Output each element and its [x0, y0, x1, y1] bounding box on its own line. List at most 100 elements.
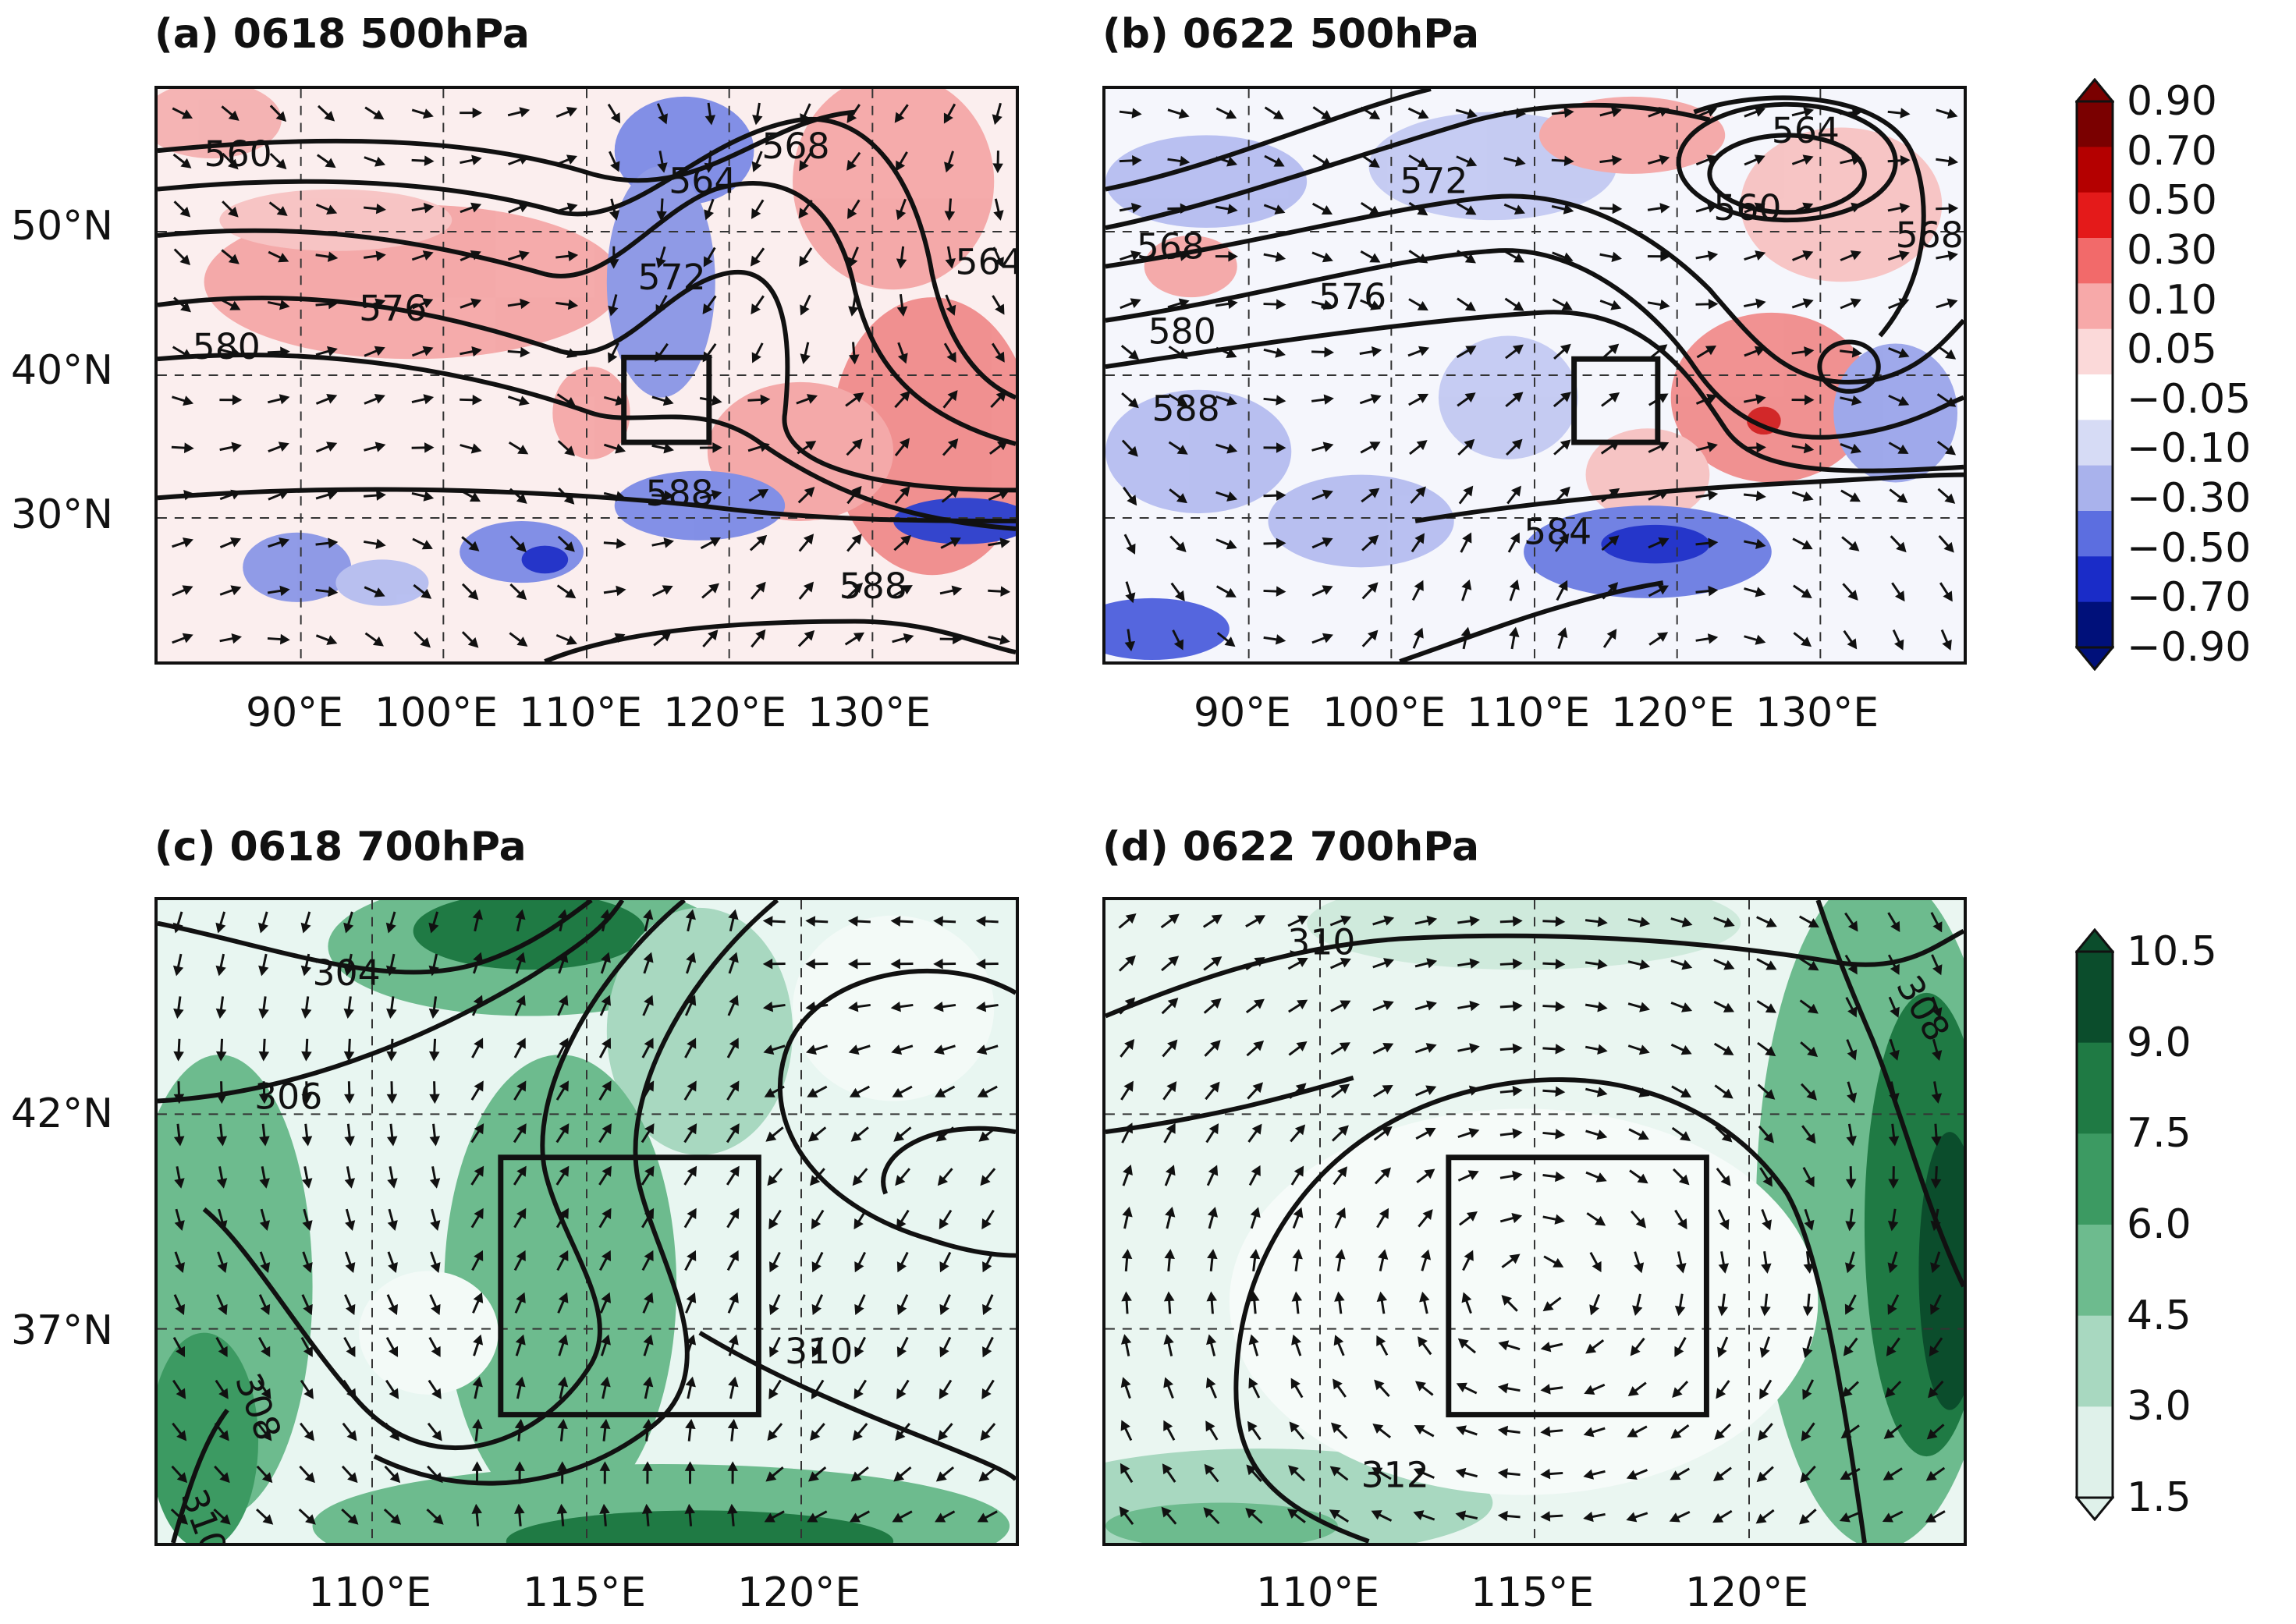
wind-vector-head	[643, 909, 654, 920]
wind-vector-head	[474, 1207, 484, 1219]
wind-vector-head	[1121, 1249, 1133, 1259]
wind-vector-head	[949, 488, 960, 498]
wind-vector-head	[1511, 1213, 1523, 1224]
wind-vector-head	[702, 351, 713, 363]
wind-vector-head	[217, 1262, 228, 1274]
wind-vector-head	[1805, 1133, 1816, 1144]
wind-vector-head	[230, 489, 242, 500]
wind-vector-head	[429, 1094, 440, 1105]
wind-vector-head	[302, 1220, 313, 1231]
wind-vector-head	[1846, 1135, 1857, 1147]
wind-vector-head	[1176, 396, 1188, 407]
wind-vector-head	[1224, 636, 1236, 647]
wind-vector-head	[343, 922, 354, 934]
wind-vector-head	[1167, 1039, 1178, 1051]
wind-vector-head	[1468, 1085, 1480, 1096]
panel-d-xtick: 120°E	[1685, 1569, 1809, 1616]
wind-vector-head	[1563, 107, 1574, 119]
wind-vector-head	[1638, 1087, 1650, 1097]
wind-vector-head	[854, 1346, 864, 1358]
wind-vector-head	[728, 1334, 739, 1346]
wind-vector-head	[1338, 1125, 1349, 1136]
wind-vector-head	[981, 1388, 992, 1399]
wind-vector-head	[644, 1250, 654, 1261]
colorbar-tick-label: 9.0	[2127, 1019, 2191, 1066]
wind-vector-head	[1322, 300, 1334, 310]
wind-vector-head	[896, 1261, 907, 1273]
wind-vector-head	[1367, 629, 1379, 641]
wind-vector-head	[686, 952, 697, 963]
wind-vector-head	[1674, 1346, 1684, 1357]
wind-vector-head	[1368, 158, 1380, 168]
wind-vector-head	[1206, 1334, 1217, 1346]
wind-vector-head	[1555, 916, 1566, 927]
colorbar-tick-label: −0.50	[2127, 524, 2252, 572]
wind-vector-head	[1657, 393, 1669, 403]
wind-vector-head	[1559, 533, 1570, 544]
wind-vector-head	[305, 1514, 316, 1525]
wind-vector-head	[231, 441, 242, 452]
wind-vector-head	[385, 922, 396, 934]
panel-d-title: (d) 0622 700hPa	[1102, 824, 1480, 871]
wind-vector-head	[1466, 157, 1478, 167]
wind-vector-head	[757, 489, 769, 499]
wind-vector-head	[1840, 1470, 1851, 1480]
wind-vector-head	[1205, 1377, 1216, 1388]
wind-vector-head	[516, 541, 527, 553]
wind-vector-head	[1340, 1000, 1351, 1010]
wind-vector-head	[687, 1207, 697, 1219]
wind-vector-head	[215, 965, 226, 977]
wind-vector-head	[1333, 1335, 1344, 1346]
wind-vector-head	[1765, 917, 1777, 927]
wind-vector-head	[758, 441, 770, 452]
wind-vector-head	[663, 443, 674, 454]
wind-vector-head	[614, 633, 626, 644]
wind-vector-head	[1657, 585, 1670, 595]
wind-vector-head	[516, 1037, 526, 1049]
wind-vector-head	[260, 1262, 271, 1274]
contour-label: 564	[669, 161, 736, 202]
wind-vector-head	[1592, 1261, 1602, 1273]
wind-vector-head	[1802, 1347, 1813, 1359]
wind-vector-head	[1677, 1218, 1687, 1230]
wind-vector-head	[601, 1292, 611, 1303]
wind-vector-head	[1560, 439, 1571, 450]
contour-label: 560	[1713, 187, 1781, 229]
colorbar-extend-top	[2074, 77, 2116, 103]
wind-vector-head	[1609, 440, 1620, 451]
panel-b-xtick: 120°E	[1611, 690, 1735, 736]
wind-vector-head	[259, 1178, 270, 1189]
wind-vector-head	[601, 952, 611, 963]
contour-label: 580	[193, 326, 261, 367]
wind-vector-head	[1882, 1512, 1893, 1523]
wind-vector-head	[1897, 493, 1908, 504]
wind-vector-head	[431, 1346, 441, 1357]
wind-vector-head	[520, 298, 531, 310]
wind-vector-head	[1000, 586, 1011, 597]
wind-vector-head	[1626, 1470, 1638, 1480]
wind-vector-head	[422, 108, 434, 119]
wind-vector-head	[473, 995, 484, 1006]
wind-vector-head	[850, 1471, 862, 1482]
wind-vector-head	[374, 346, 385, 356]
wind-vector-head	[1764, 1089, 1776, 1100]
wind-vector-head	[1329, 1466, 1341, 1477]
wind-vector-head	[1469, 1000, 1480, 1012]
colorbar-tick-label: −0.90	[2127, 624, 2252, 671]
wind-vector-head	[559, 1165, 570, 1177]
wind-vector-head	[568, 250, 579, 262]
wind-vector-head	[1176, 349, 1188, 360]
wind-vector-head	[1461, 1292, 1472, 1303]
wind-vector-head	[1659, 203, 1670, 214]
wind-vector-head	[1943, 590, 1953, 602]
wind-vector-head	[1418, 1336, 1428, 1348]
wind-vector-head	[1656, 632, 1669, 642]
wind-vector-head	[374, 394, 385, 404]
wind-vector-head	[326, 204, 338, 215]
wind-vector-head	[1762, 1219, 1772, 1231]
panel-b-xtick: 110°E	[1467, 690, 1591, 736]
wind-vector-head	[173, 1094, 185, 1105]
wind-vector-head	[1597, 959, 1608, 970]
wind-vector-head	[566, 348, 578, 358]
wind-vector-head	[1563, 155, 1574, 166]
